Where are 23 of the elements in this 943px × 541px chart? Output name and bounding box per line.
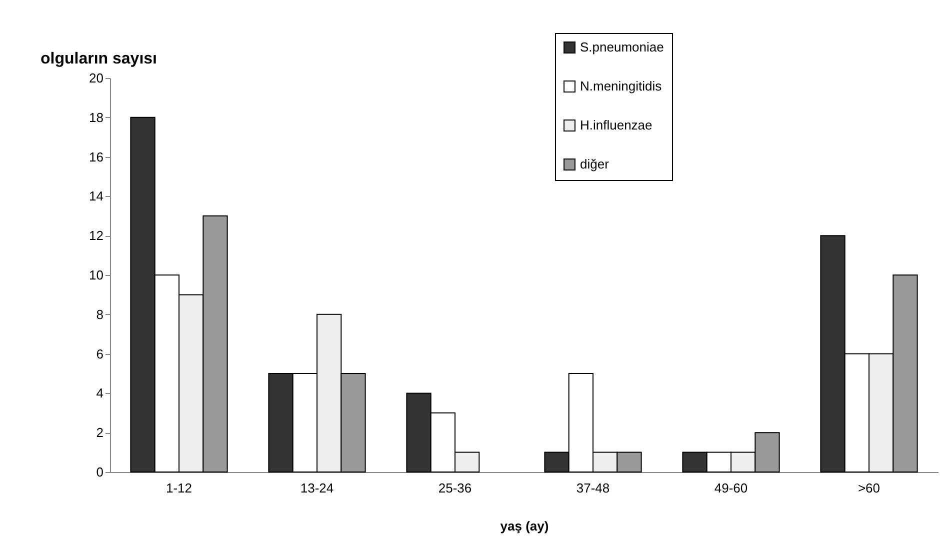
x-axis-title: yaş (ay) (500, 518, 549, 534)
x-tick-label: 13-24 (300, 480, 334, 496)
legend-label: diğer (580, 156, 610, 172)
x-tick-label: 25-36 (438, 480, 472, 496)
y-tick-label: 14 (89, 188, 104, 204)
y-tick-label: 2 (96, 425, 104, 440)
y-tick-label: 12 (89, 228, 104, 244)
y-tick-label: 6 (96, 346, 104, 362)
y-tick-label: 16 (89, 149, 104, 164)
y-tick-label: 20 (89, 70, 104, 86)
y-axis-title: olguların sayısı (40, 50, 157, 68)
y-tick-label: 0 (96, 464, 104, 480)
legend-label: S.pneumoniae (580, 40, 664, 54)
y-tick-label: 8 (96, 306, 104, 322)
y-tick-label: 18 (89, 110, 104, 125)
x-tick-label: 1-12 (166, 480, 192, 496)
x-tick-label: 37-48 (576, 480, 610, 496)
x-tick-label: 49-60 (714, 480, 748, 496)
legend-label: N.meningitidis (580, 78, 662, 94)
legend-label: H.influenzae (580, 118, 652, 132)
x-tick-label: >60 (858, 480, 880, 496)
y-tick-label: 4 (96, 386, 104, 401)
y-tick-label: 10 (89, 268, 104, 282)
